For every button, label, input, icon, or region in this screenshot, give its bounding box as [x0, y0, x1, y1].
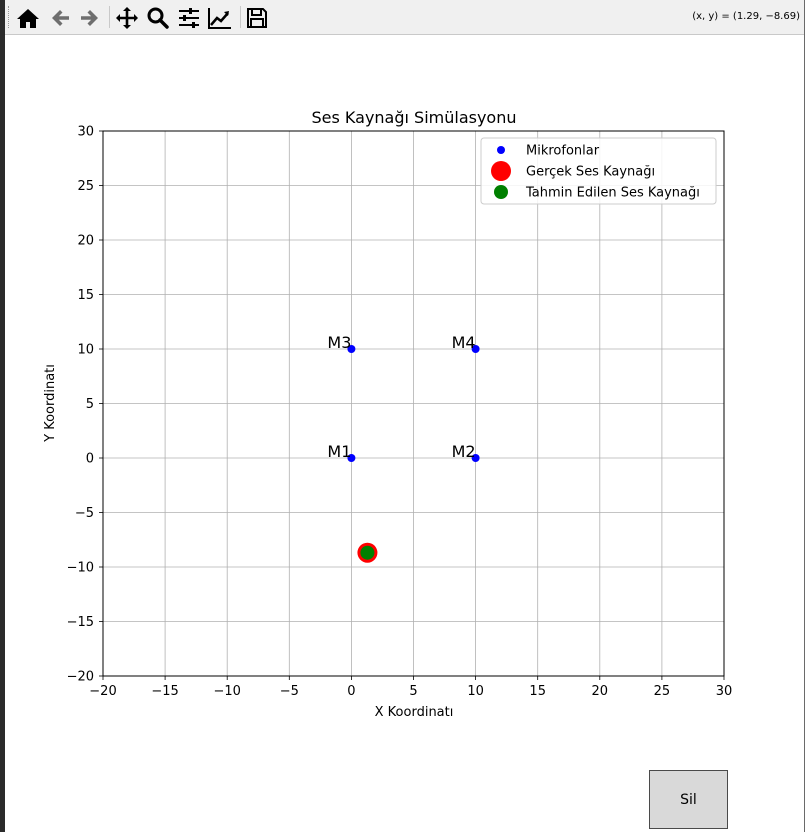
- edit-axis-icon: [208, 8, 231, 29]
- y-tick-label: −10: [67, 561, 94, 576]
- scatter-plot[interactable]: −20 −15 −10 −5 0 5 10 15 20 25 30 30 25 20 15 10 5 0 −5 −10…: [5, 35, 804, 832]
- microphone-point: [347, 454, 356, 462]
- legend-marker: [494, 185, 508, 199]
- microphone-point: [347, 345, 356, 353]
- edit-axis-button[interactable]: [206, 4, 234, 32]
- toolbar-separator: [240, 6, 241, 28]
- microphone-point: [471, 345, 480, 353]
- x-tick-label: 25: [654, 684, 671, 699]
- toolbar-separator: [109, 6, 110, 28]
- y-tick-label: 25: [77, 179, 94, 194]
- home-icon: [17, 9, 39, 28]
- y-tick-label: 30: [77, 125, 94, 140]
- x-tick-label: 10: [467, 684, 484, 699]
- data-points: M1 M2 M3 M4: [327, 333, 480, 563]
- x-tick-label: 20: [592, 684, 609, 699]
- legend-entry: Tahmin Edilen Ses Kaynağı: [525, 186, 700, 201]
- save-button[interactable]: [243, 4, 271, 32]
- x-tick-label: 0: [347, 684, 355, 699]
- x-tick-label: −15: [151, 684, 178, 699]
- configure-subplots-button[interactable]: [175, 4, 203, 32]
- back-button[interactable]: [46, 4, 74, 32]
- window-left-edge: [0, 0, 5, 832]
- pan-move-icon: [116, 7, 138, 29]
- y-tick-label: 20: [77, 234, 94, 249]
- x-tick-label: −5: [280, 684, 299, 699]
- navigation-toolbar: (x, y) = (1.29, −8.69): [5, 0, 804, 35]
- microphone-label: M1: [327, 442, 351, 461]
- x-tick-label: 5: [409, 684, 417, 699]
- y-axis-label: Y Koordinatı: [43, 364, 58, 443]
- legend-box: [480, 137, 717, 205]
- pan-button[interactable]: [113, 4, 141, 32]
- microphone-label: M3: [327, 333, 351, 352]
- save-floppy-icon: [247, 8, 267, 28]
- y-tick-label: 15: [77, 288, 94, 303]
- chart-title: Ses Kaynağı Simülasyonu: [312, 108, 517, 127]
- zoom-button[interactable]: [144, 4, 172, 32]
- microphone-label: M4: [452, 333, 476, 352]
- y-tick-label: 5: [86, 397, 94, 412]
- x-tick-label: 15: [529, 684, 546, 699]
- legend-entry: Gerçek Ses Kaynağı: [526, 165, 655, 180]
- forward-button[interactable]: [76, 4, 104, 32]
- legend-marker: [491, 161, 511, 181]
- zoom-magnifier-icon: [147, 7, 169, 29]
- y-tick-label: −15: [67, 615, 94, 630]
- estimated-source-point: [360, 545, 375, 560]
- y-tick-label: −20: [67, 670, 94, 685]
- toolbar-grip[interactable]: [8, 6, 11, 28]
- x-tick-label: −10: [213, 684, 240, 699]
- cursor-coordinate-readout: (x, y) = (1.29, −8.69): [692, 11, 800, 22]
- back-arrow-icon: [52, 10, 69, 26]
- x-axis-label: X Koordinatı: [375, 705, 454, 720]
- axis-ticks: −20 −15 −10 −5 0 5 10 15 20 25 30 30 25 20 15 10 5 0 −5 −10…: [67, 125, 733, 700]
- grid-lines: [102, 130, 725, 677]
- y-tick-label: −5: [75, 506, 94, 521]
- microphone-point: [471, 454, 480, 462]
- y-tick-label: 0: [86, 452, 94, 467]
- legend-entry: Mikrofonlar: [526, 144, 600, 159]
- legend: Mikrofonlar Gerçek Ses Kaynağı Tahmin Edil…: [480, 137, 717, 205]
- x-tick-label: 30: [716, 684, 733, 699]
- y-tick-label: 10: [77, 343, 94, 358]
- home-button[interactable]: [14, 4, 42, 32]
- delete-button[interactable]: Sil: [649, 770, 728, 829]
- figure-canvas[interactable]: −20 −15 −10 −5 0 5 10 15 20 25 30 30 25 20 15 10 5 0 −5 −10…: [5, 35, 804, 832]
- x-tick-label: −20: [89, 684, 116, 699]
- forward-arrow-icon: [81, 10, 98, 26]
- legend-marker: [497, 146, 505, 154]
- configure-subplots-icon: [179, 8, 199, 28]
- microphone-label: M2: [452, 442, 476, 461]
